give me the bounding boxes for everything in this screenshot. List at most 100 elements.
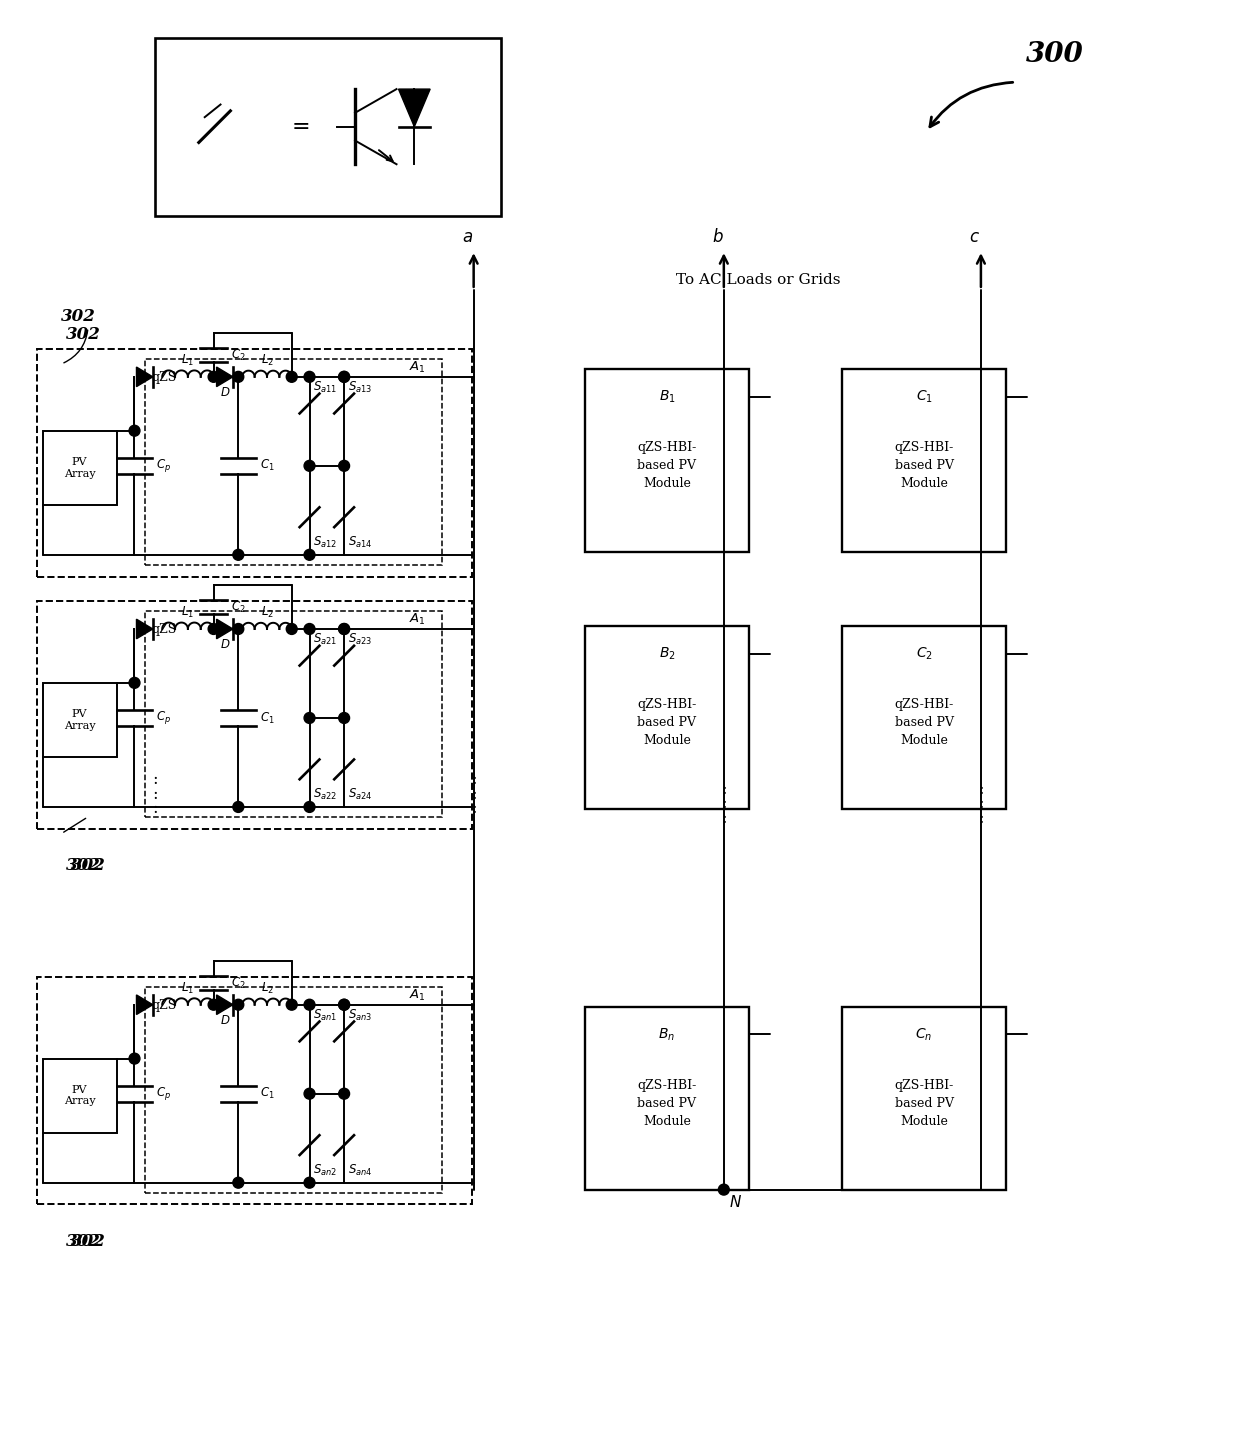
Text: $L_2$: $L_2$ bbox=[260, 353, 274, 368]
Text: 302: 302 bbox=[66, 1233, 102, 1250]
Text: $S_{a23}$: $S_{a23}$ bbox=[348, 632, 372, 646]
Text: $C_p$: $C_p$ bbox=[156, 1085, 171, 1103]
Text: $B_1$: $B_1$ bbox=[658, 389, 676, 405]
Circle shape bbox=[339, 372, 350, 382]
Text: qZS-HBI-
based PV
Module: qZS-HBI- based PV Module bbox=[894, 1078, 954, 1128]
Circle shape bbox=[286, 1000, 298, 1010]
Text: $L_1$: $L_1$ bbox=[181, 353, 195, 368]
Bar bbox=[42, 1058, 117, 1133]
Bar bbox=[585, 369, 749, 552]
Text: 300: 300 bbox=[1027, 41, 1084, 69]
Polygon shape bbox=[136, 995, 153, 1014]
Bar bbox=[585, 1007, 749, 1190]
Text: qZS-HBI-
based PV
Module: qZS-HBI- based PV Module bbox=[637, 698, 697, 746]
Text: :
:
:: : : : bbox=[978, 781, 983, 827]
Text: PV
Array: PV Array bbox=[63, 1085, 95, 1107]
Bar bbox=[37, 977, 471, 1204]
Text: PV
Array: PV Array bbox=[63, 458, 95, 479]
Circle shape bbox=[286, 372, 298, 382]
Text: To AC Loads or Grids: To AC Loads or Grids bbox=[676, 273, 841, 287]
Circle shape bbox=[233, 1177, 244, 1188]
Circle shape bbox=[208, 623, 219, 635]
Polygon shape bbox=[217, 368, 233, 386]
Text: $L_1$: $L_1$ bbox=[181, 605, 195, 621]
Text: 302: 302 bbox=[61, 309, 97, 326]
Text: $a$: $a$ bbox=[461, 229, 472, 246]
Text: PV
Array: PV Array bbox=[63, 709, 95, 731]
Text: $C_2$: $C_2$ bbox=[915, 645, 932, 662]
Text: $C_1$: $C_1$ bbox=[260, 458, 275, 473]
Text: qZS-HBI-
based PV
Module: qZS-HBI- based PV Module bbox=[894, 440, 954, 490]
Text: qZS-HBI-
based PV
Module: qZS-HBI- based PV Module bbox=[637, 1078, 697, 1128]
Text: $C_p$: $C_p$ bbox=[156, 458, 171, 475]
Text: $C_n$: $C_n$ bbox=[915, 1027, 932, 1042]
Text: qZS: qZS bbox=[151, 998, 176, 1011]
Polygon shape bbox=[217, 619, 233, 639]
Text: $S_{an1}$: $S_{an1}$ bbox=[314, 1008, 337, 1022]
Bar bbox=[145, 359, 441, 565]
Text: $D$: $D$ bbox=[219, 1014, 231, 1027]
Text: $S_{an3}$: $S_{an3}$ bbox=[348, 1008, 372, 1022]
Circle shape bbox=[129, 425, 140, 436]
Circle shape bbox=[233, 549, 244, 561]
Circle shape bbox=[339, 1000, 350, 1010]
Bar bbox=[842, 1007, 1006, 1190]
Circle shape bbox=[304, 460, 315, 472]
Bar bbox=[155, 37, 501, 216]
Text: $C_2$: $C_2$ bbox=[232, 599, 246, 615]
Circle shape bbox=[304, 1177, 315, 1188]
Text: $A_1$: $A_1$ bbox=[409, 360, 425, 375]
Circle shape bbox=[304, 372, 315, 382]
Text: 302: 302 bbox=[71, 857, 107, 874]
Circle shape bbox=[304, 712, 315, 724]
Text: $S_{a22}$: $S_{a22}$ bbox=[314, 787, 337, 802]
Circle shape bbox=[718, 1184, 729, 1195]
Text: $S_{a14}$: $S_{a14}$ bbox=[348, 535, 372, 551]
Circle shape bbox=[304, 623, 315, 635]
Text: $C_2$: $C_2$ bbox=[232, 347, 246, 363]
Bar bbox=[37, 601, 471, 829]
Text: $C_1$: $C_1$ bbox=[260, 711, 275, 725]
Text: $S_{a11}$: $S_{a11}$ bbox=[314, 380, 337, 395]
Polygon shape bbox=[136, 619, 153, 639]
Circle shape bbox=[304, 802, 315, 812]
Circle shape bbox=[129, 678, 140, 688]
Text: $S_{a21}$: $S_{a21}$ bbox=[314, 632, 337, 646]
Polygon shape bbox=[217, 995, 233, 1014]
Text: $N$: $N$ bbox=[729, 1194, 742, 1210]
Circle shape bbox=[129, 1052, 140, 1064]
Text: $D$: $D$ bbox=[219, 386, 231, 399]
Circle shape bbox=[286, 623, 298, 635]
Text: $b$: $b$ bbox=[712, 229, 724, 246]
Text: $S_{a12}$: $S_{a12}$ bbox=[314, 535, 337, 551]
Text: $S_{an2}$: $S_{an2}$ bbox=[314, 1163, 337, 1178]
Circle shape bbox=[339, 1088, 350, 1100]
Circle shape bbox=[304, 1000, 315, 1010]
Bar bbox=[842, 626, 1006, 809]
Circle shape bbox=[233, 623, 244, 635]
Text: $D$: $D$ bbox=[219, 638, 231, 651]
Bar bbox=[145, 611, 441, 817]
Circle shape bbox=[233, 1000, 244, 1010]
Bar bbox=[585, 626, 749, 809]
Polygon shape bbox=[398, 89, 430, 127]
Text: $A_1$: $A_1$ bbox=[409, 988, 425, 1002]
Text: $B_n$: $B_n$ bbox=[658, 1027, 676, 1042]
Circle shape bbox=[339, 712, 350, 724]
Circle shape bbox=[339, 460, 350, 472]
Text: $L_2$: $L_2$ bbox=[260, 981, 274, 995]
Circle shape bbox=[339, 623, 350, 635]
Bar bbox=[145, 987, 441, 1193]
Bar bbox=[42, 430, 117, 505]
Text: $c$: $c$ bbox=[968, 229, 980, 246]
Circle shape bbox=[339, 623, 350, 635]
Text: :
:
:: : : : bbox=[153, 771, 157, 817]
Text: =: = bbox=[291, 116, 310, 137]
Circle shape bbox=[339, 372, 350, 382]
Text: :
:
:: : : : bbox=[720, 781, 727, 827]
Text: 302: 302 bbox=[71, 1233, 107, 1250]
Circle shape bbox=[304, 1088, 315, 1100]
Circle shape bbox=[208, 372, 219, 382]
Circle shape bbox=[233, 802, 244, 812]
Polygon shape bbox=[136, 368, 153, 386]
